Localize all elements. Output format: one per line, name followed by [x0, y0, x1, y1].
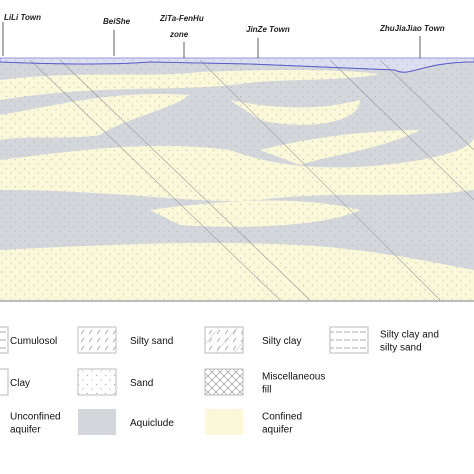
legend-label: Silty sand — [130, 336, 173, 347]
fault-hatching — [29, 59, 474, 301]
legend-label: Aquiclude — [130, 418, 174, 429]
section — [0, 22, 474, 302]
legend-label: Clay — [10, 378, 30, 389]
town-labels: LiLi Town BeiShe ZiTa-FenHu zone JinZe Town Z… — [4, 13, 445, 39]
legend-swatch — [78, 409, 116, 435]
town-label: BeiShe — [103, 17, 131, 26]
town-label: JinZe Town — [246, 25, 290, 34]
legend-label: Silty clay — [262, 336, 301, 347]
legend-swatch — [0, 368, 9, 396]
legend-label: aquifer — [10, 425, 41, 436]
legend-label: silty sand — [380, 343, 422, 354]
legend-label: Sand — [130, 378, 153, 389]
town-label: LiLi Town — [4, 13, 41, 22]
sand-texture — [0, 58, 474, 300]
legend-label: fill — [262, 385, 271, 396]
town-label: ZiTa-FenHu — [159, 14, 204, 23]
legend-label: Miscellaneous — [262, 372, 325, 383]
legend-label: Confined — [262, 412, 302, 423]
legend-swatch — [329, 326, 369, 354]
ground-surface — [0, 61, 474, 73]
legend-swatch — [0, 409, 8, 435]
legend-swatch — [204, 368, 244, 396]
legend-label: aquifer — [262, 425, 293, 436]
legend-swatch — [205, 327, 243, 353]
borehole-markers — [2, 22, 421, 58]
legend-label: Silty clay and — [380, 330, 439, 341]
legend-swatch — [77, 368, 117, 396]
section-bottom — [0, 300, 474, 302]
legend: Cumulosol Silty sand Silty clay Silty clay … — [0, 326, 439, 436]
town-label: zone — [169, 30, 189, 39]
legend-label: Cumulosol — [10, 336, 57, 347]
legend-swatch — [77, 326, 117, 354]
town-label: ZhuJiaJiao Town — [379, 24, 445, 33]
legend-swatch — [0, 326, 9, 354]
legend-swatch — [205, 409, 243, 435]
legend-label: Unconfined — [10, 412, 61, 423]
